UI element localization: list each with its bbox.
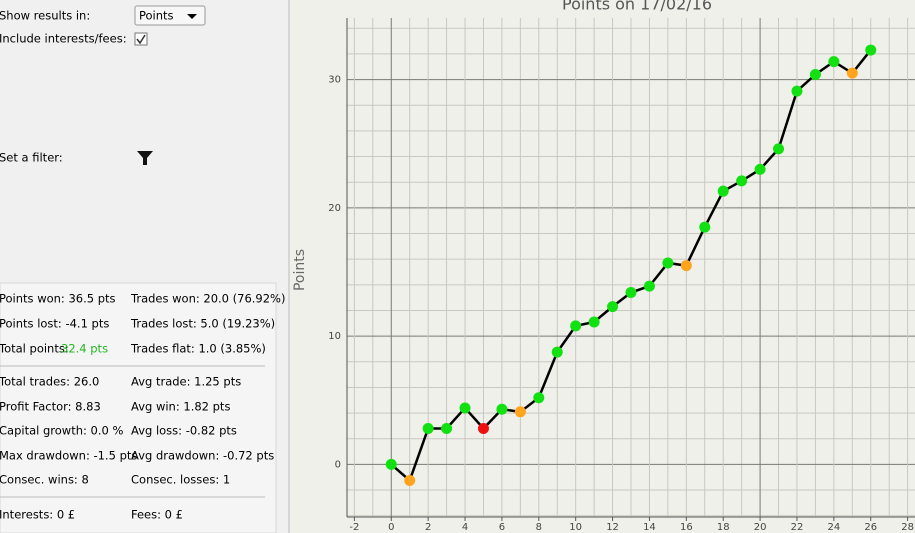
point <box>496 403 508 415</box>
setting-label: Set a filter: <box>0 151 63 165</box>
x-tick-label: -2 <box>349 522 359 533</box>
stat-label: Total points: <box>0 342 69 356</box>
point <box>717 185 729 197</box>
point <box>680 260 692 272</box>
point <box>385 458 397 470</box>
x-tick-label: 14 <box>643 522 656 533</box>
dropdown-arrow <box>187 14 197 19</box>
stat-text: Avg trade: 1.25 pts <box>131 375 241 389</box>
point <box>773 143 785 155</box>
point <box>736 175 748 187</box>
y-axis-label: Points <box>292 249 308 291</box>
checkbox[interactable] <box>134 32 148 46</box>
x-tick-label: 2 <box>425 522 431 533</box>
chart-panel <box>290 0 915 533</box>
stats-box <box>0 282 277 533</box>
x-tick-label: 24 <box>827 522 840 533</box>
x-tick-label: 18 <box>717 522 730 533</box>
point <box>551 346 563 358</box>
stat-text: Trades flat: 1.0 (3.85%) <box>130 342 266 356</box>
stat-text: Trades lost: 5.0 (19.23%) <box>130 317 275 331</box>
x-tick-label: 28 <box>901 522 914 533</box>
stat-text: Max drawdown: -1.5 pts <box>0 449 137 463</box>
stat-text: Points won: 36.5 pts <box>0 292 116 306</box>
filter-icon[interactable] <box>137 151 153 165</box>
x-tick-label: 10 <box>569 522 582 533</box>
point <box>459 402 471 414</box>
point <box>570 320 582 332</box>
stat-value: 32.4 pts <box>61 342 108 356</box>
point <box>643 280 655 292</box>
point <box>533 392 545 404</box>
x-tick-label: 0 <box>388 522 394 533</box>
y-tick-label: 10 <box>328 331 341 342</box>
stat-text: Capital growth: 0.0 % <box>0 424 123 438</box>
stat-text: Profit Factor: 8.83 <box>0 400 101 414</box>
stat-text: Avg loss: -0.82 pts <box>131 424 237 438</box>
point <box>791 85 803 97</box>
plot <box>347 18 915 517</box>
point <box>662 257 674 269</box>
stat-text: Trades won: 20.0 (76.92%) <box>130 292 285 306</box>
stat-text: Avg win: 1.82 pts <box>131 400 230 414</box>
x-tick-label: 8 <box>536 522 542 533</box>
y-tick-label: 0 <box>335 459 341 470</box>
x-tick-label: 6 <box>499 522 505 533</box>
point <box>607 301 619 313</box>
dropdown-value[interactable]: Points <box>139 9 174 23</box>
point <box>865 44 877 56</box>
point <box>809 68 821 80</box>
point <box>846 67 858 79</box>
x-tick-label: 26 <box>864 522 877 533</box>
setting-label: Include interests/fees: <box>0 32 127 46</box>
y-tick-label: 20 <box>328 203 341 214</box>
point <box>422 422 434 434</box>
point <box>828 56 840 68</box>
stat-text: Avg drawdown: -0.72 pts <box>131 449 274 463</box>
x-tick-label: 16 <box>680 522 693 533</box>
x-tick-label: 20 <box>754 522 767 533</box>
dropdown[interactable] <box>134 5 206 26</box>
y-tick-label: 30 <box>328 75 341 86</box>
stat-text: Consec. wins: 8 <box>0 473 89 487</box>
x-tick-label: 4 <box>462 522 468 533</box>
stat-text: Fees: 0 £ <box>131 508 183 522</box>
stat-text: Interests: 0 £ <box>0 508 75 522</box>
checkmark <box>136 34 146 45</box>
chart-title: Points on 17/02/16 <box>562 0 712 14</box>
point <box>514 406 526 418</box>
setting-label: Show results in: <box>0 9 90 23</box>
point <box>404 474 416 486</box>
point <box>754 163 766 175</box>
point <box>441 422 453 434</box>
point <box>625 287 637 299</box>
point <box>699 221 711 233</box>
stat-text: Total trades: 26.0 <box>0 375 99 389</box>
x-tick-label: 12 <box>606 522 619 533</box>
point <box>477 422 489 434</box>
x-tick-label: 22 <box>791 522 804 533</box>
stat-text: Consec. losses: 1 <box>131 473 230 487</box>
point <box>588 316 600 328</box>
stat-text: Points lost: -4.1 pts <box>0 317 109 331</box>
